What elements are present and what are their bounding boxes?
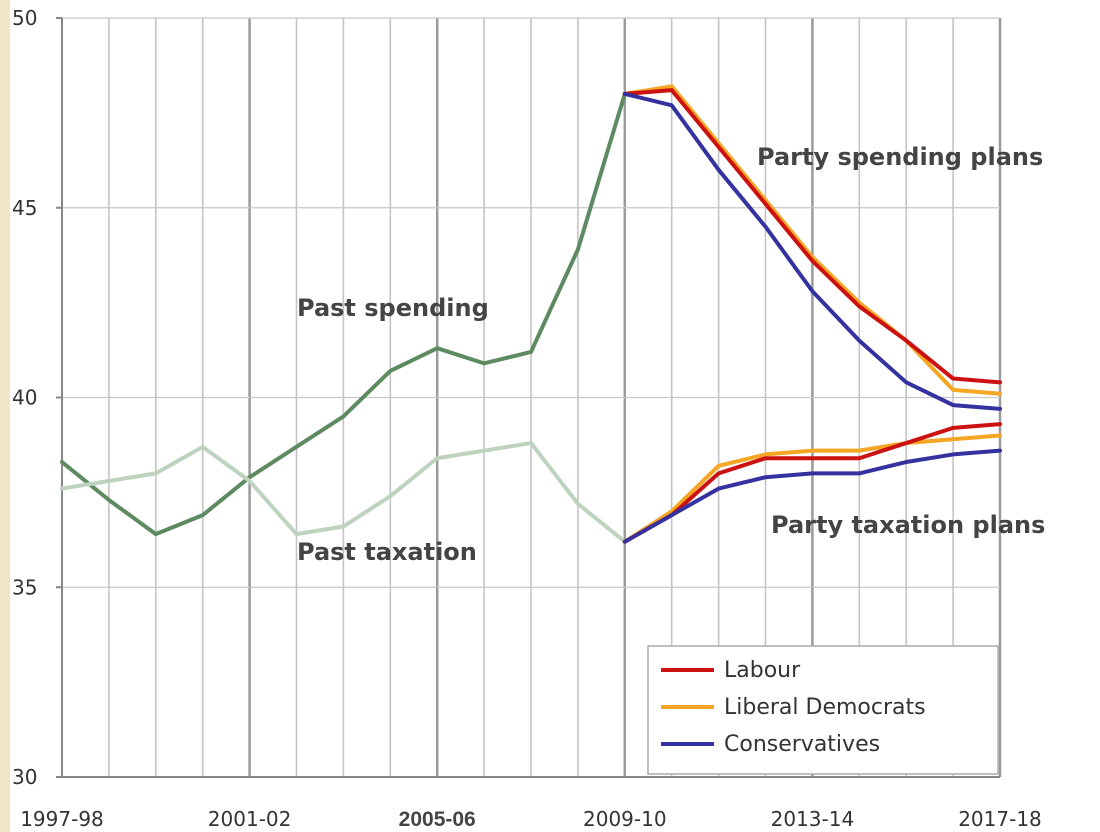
data-point-lib-dem-taxation-2014-15 — [857, 449, 861, 453]
data-point-labour-spending-2013-14 — [810, 259, 815, 263]
data-point-lib-dem-taxation-2012-13 — [763, 452, 768, 457]
legend-item-liberal-democrats: Liberal Democrats — [661, 695, 926, 720]
left-strip — [0, 0, 10, 832]
axes — [56, 17, 1000, 778]
data-point-past-spending-2005-06 — [435, 346, 439, 350]
data-point-conservatives-spending-2015-16 — [904, 380, 908, 384]
data-point-conservatives-taxation-2014-15 — [857, 471, 861, 475]
annotation-past-taxation: Past taxation — [297, 538, 477, 566]
legend-item-labour: Labour — [661, 658, 801, 683]
data-point-conservatives-taxation-2010-11 — [670, 513, 674, 517]
data-point-labour-taxation-2014-15 — [857, 456, 861, 460]
legend-label-conservatives: Conservatives — [724, 732, 880, 757]
data-point-past-spending-2008-09 — [576, 247, 580, 252]
data-point-conservatives-taxation-2017-18 — [998, 449, 1002, 453]
data-point-lib-dem-spending-2016-17 — [951, 388, 955, 392]
data-point-past-taxation-2000-01 — [201, 445, 205, 449]
annotation-party-spending: Party spending plans — [757, 143, 1043, 171]
tick-labels: 30 35 40 45 50 1997-98 2001-02 2005-06 2009-10 20… — [12, 6, 1042, 831]
data-point-past-spending-2006-07 — [482, 361, 486, 365]
data-point-past-taxation-2002-03 — [294, 532, 299, 536]
legend-label-labour: Labour — [724, 658, 801, 683]
data-point-conservatives-spending-2009-10 — [623, 92, 627, 96]
data-point-conservatives-spending-2012-13 — [763, 225, 768, 229]
data-point-labour-spending-2016-17 — [951, 376, 955, 381]
data-point-lib-dem-spending-2010-11 — [670, 84, 674, 88]
annotation-party-taxation: Party taxation plans — [771, 511, 1045, 539]
data-point-past-spending-1997-98 — [60, 460, 64, 464]
data-point-labour-taxation-2012-13 — [763, 456, 768, 460]
data-point-conservatives-spending-2016-17 — [951, 403, 955, 407]
data-point-labour-taxation-2016-17 — [951, 426, 955, 430]
y-tick-label-30: 30 — [12, 765, 37, 789]
data-point-lib-dem-taxation-2011-12 — [717, 464, 721, 468]
data-point-past-taxation-2008-09 — [576, 502, 580, 506]
data-point-conservatives-spending-2014-15 — [857, 338, 861, 343]
data-point-lib-dem-taxation-2016-17 — [951, 437, 955, 441]
data-point-conservatives-taxation-2012-13 — [763, 475, 768, 479]
data-point-labour-spending-2010-11 — [670, 88, 674, 92]
data-point-conservatives-taxation-2013-14 — [810, 471, 815, 475]
data-point-conservatives-taxation-2009-10 — [623, 540, 627, 544]
data-point-past-taxation-2007-08 — [529, 441, 533, 445]
x-tick-label-1997-98: 1997-98 — [20, 807, 104, 831]
legend-box — [647, 645, 999, 775]
data-point-conservatives-spending-2011-12 — [717, 168, 721, 172]
data-point-labour-spending-2014-15 — [857, 304, 861, 309]
data-point-labour-spending-2017-18 — [998, 380, 1002, 384]
data-point-past-spending-1999-00 — [154, 532, 158, 536]
data-point-past-spending-2000-01 — [201, 513, 205, 517]
data-point-labour-taxation-2015-16 — [904, 441, 908, 445]
legend-label-liberal-democrats: Liberal Democrats — [724, 695, 926, 720]
data-point-past-spending-2002-03 — [294, 445, 299, 449]
annotations: Past spending Past taxation Party spendi… — [297, 143, 1045, 566]
data-point-past-taxation-1997-98 — [60, 486, 64, 491]
annotation-past-spending: Past spending — [297, 294, 489, 322]
x-tick-label-2001-02: 2001-02 — [208, 807, 292, 831]
data-point-past-taxation-1998-99 — [107, 479, 111, 483]
y-tick-label-40: 40 — [12, 386, 37, 410]
data-point-conservatives-taxation-2016-17 — [951, 452, 955, 457]
x-tick-label-2005-06: 2005-06 — [399, 808, 476, 831]
y-tick-label-35: 35 — [12, 575, 37, 599]
data-point-labour-taxation-2017-18 — [998, 422, 1002, 426]
data-point-past-taxation-1999-00 — [154, 471, 158, 475]
data-point-past-taxation-2006-07 — [482, 449, 486, 453]
data-point-labour-taxation-2011-12 — [717, 471, 721, 475]
data-point-past-spending-1998-99 — [107, 498, 111, 502]
legend: Labour Liberal Democrats Conservatives — [647, 645, 999, 775]
data-point-labour-taxation-2013-14 — [810, 456, 815, 460]
x-tick-label-2017-18: 2017-18 — [958, 807, 1042, 831]
x-tick-label-2013-14: 2013-14 — [771, 807, 855, 831]
data-point-conservatives-spending-2013-14 — [810, 289, 815, 293]
data-point-conservatives-taxation-2015-16 — [904, 460, 908, 464]
x-tick-label-2009-10: 2009-10 — [583, 807, 667, 831]
y-tick-label-45: 45 — [12, 196, 37, 220]
data-point-past-taxation-2005-06 — [435, 456, 439, 460]
data-point-past-spending-2003-04 — [341, 414, 345, 419]
data-point-labour-spending-2011-12 — [717, 145, 721, 149]
data-point-conservatives-taxation-2011-12 — [717, 486, 721, 491]
data-point-past-spending-2004-05 — [388, 369, 392, 373]
data-point-lib-dem-taxation-2013-14 — [810, 449, 815, 453]
series-lines — [60, 84, 1002, 544]
data-point-past-taxation-2003-04 — [341, 524, 345, 529]
data-point-past-spending-2007-08 — [529, 350, 533, 354]
data-point-past-taxation-2004-05 — [388, 494, 392, 498]
data-point-lib-dem-taxation-2017-18 — [998, 433, 1002, 438]
y-tick-label-50: 50 — [12, 6, 37, 30]
data-point-past-taxation-2001-02 — [248, 479, 252, 483]
data-point-labour-spending-2015-16 — [904, 338, 908, 343]
data-point-conservatives-spending-2017-18 — [998, 407, 1002, 411]
data-point-labour-spending-2012-13 — [763, 202, 768, 206]
data-point-conservatives-spending-2010-11 — [670, 103, 674, 107]
data-point-lib-dem-spending-2017-18 — [998, 392, 1002, 396]
legend-item-conservatives: Conservatives — [661, 732, 880, 757]
